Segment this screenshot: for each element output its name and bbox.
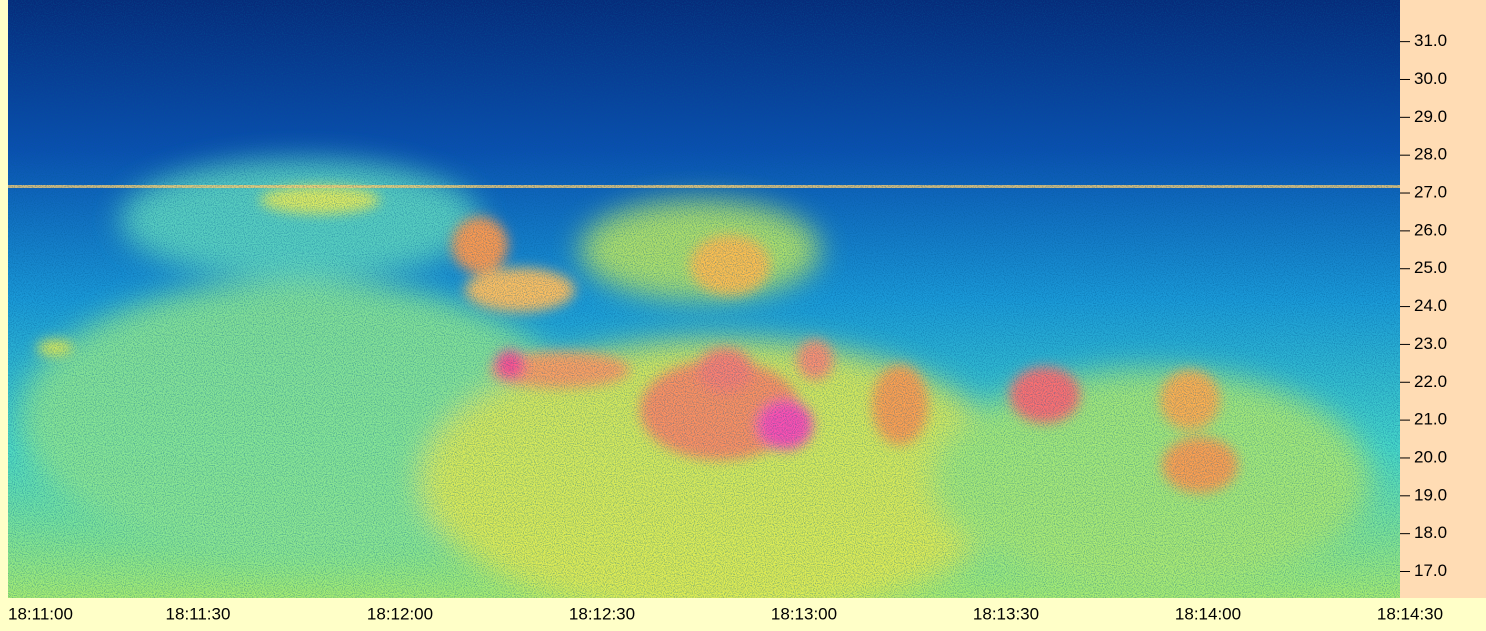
y-tick-label: 29.0 — [1414, 107, 1447, 126]
y-tick-label: 30.0 — [1414, 69, 1447, 88]
x-tick-label: 18:11:00 — [8, 604, 73, 623]
y-tick-label: 20.0 — [1414, 447, 1447, 466]
y-tick-label: 27.0 — [1414, 183, 1447, 202]
y-tick-label: 18.0 — [1414, 523, 1447, 542]
x-tick-label: 18:14:00 — [1175, 604, 1241, 623]
x-tick-label: 18:12:00 — [367, 604, 433, 623]
y-tick-label: 17.0 — [1414, 561, 1447, 580]
x-tick-label: 18:13:30 — [973, 604, 1039, 623]
y-tick-label: 28.0 — [1414, 145, 1447, 164]
y-tick-label: 25.0 — [1414, 258, 1447, 277]
y-tick-label: 21.0 — [1414, 410, 1447, 429]
y-tick-label: 19.0 — [1414, 485, 1447, 504]
y-tick-label: 31.0 — [1414, 31, 1447, 50]
x-tick-label: 18:12:30 — [569, 604, 635, 623]
x-tick-label: 18:11:30 — [166, 604, 231, 623]
x-tick-label: 18:13:00 — [771, 604, 837, 623]
y-tick-label: 23.0 — [1414, 334, 1447, 353]
y-axis-panel — [1400, 0, 1486, 598]
y-tick-label: 22.0 — [1414, 372, 1447, 391]
x-tick-label: 18:14:30 — [1377, 604, 1443, 623]
y-tick-label: 24.0 — [1414, 296, 1447, 315]
spectrogram-image — [8, 0, 1400, 598]
y-tick-label: 26.0 — [1414, 220, 1447, 239]
